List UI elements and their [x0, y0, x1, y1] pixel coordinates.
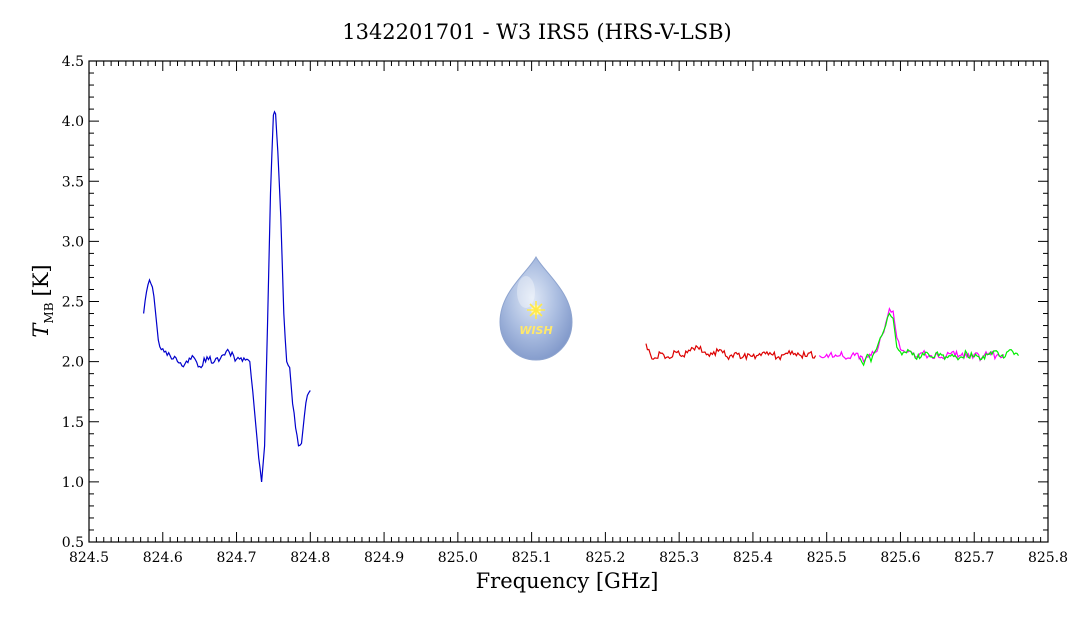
y-tick-label: 4.5 [62, 54, 84, 70]
y-tick-label: 2.0 [62, 355, 84, 371]
x-tick-label: 824.6 [143, 550, 183, 566]
y-axis-title-symbol: T [29, 322, 53, 338]
x-tick-label: 825.3 [659, 550, 699, 566]
x-tick-label: 825.0 [438, 550, 478, 566]
plot-frame [88, 60, 1049, 543]
y-axis-title-unit: [K] [29, 264, 53, 296]
x-tick-label: 824.8 [290, 550, 330, 566]
y-tick-label: 3.0 [62, 234, 84, 250]
y-tick-label: 1.0 [62, 475, 84, 491]
y-tick-label: 0.5 [62, 535, 84, 551]
x-axis: 824.5 824.6 824.7 824.8 824.9 825.0 825.1 825.2… [69, 61, 1068, 566]
x-tick-label: 825.5 [807, 550, 847, 566]
x-tick-label: 825.4 [733, 550, 773, 566]
y-tick-label: 2.5 [62, 295, 84, 311]
x-tick-label: 824.7 [216, 550, 256, 566]
y-axis-title-subscript: MB [42, 302, 56, 323]
x-tick-label: 825.6 [880, 550, 920, 566]
svg-text:TMB[K]: TMB [K] [29, 264, 56, 337]
x-tick-label: 824.5 [69, 550, 109, 566]
x-axis-title: Frequency [GHz] [476, 569, 659, 593]
wish-logo-text: WISH [519, 324, 552, 337]
series-line-4 [859, 312, 1019, 367]
star-icon [527, 301, 545, 319]
chart-title: 1342201701 - W3 IRS5 (HRS-V-LSB) [342, 20, 732, 44]
wish-logo: WISH [499, 255, 573, 361]
series-group [143, 110, 1019, 482]
x-tick-label: 825.1 [512, 550, 552, 566]
y-tick-label: 3.5 [62, 174, 84, 190]
y-axis-title: TMB [K] [29, 264, 56, 337]
y-axis: 0.5 1.0 1.5 2.0 2.5 3.0 3.5 4.0 4.5 [62, 54, 1048, 551]
series-line-1 [143, 110, 311, 482]
y-tick-label: 1.5 [62, 415, 84, 431]
x-tick-label: 825.2 [585, 550, 625, 566]
x-tick-label: 825.7 [954, 550, 994, 566]
x-tick-label: 825.8 [1028, 550, 1068, 566]
series-line-2 [645, 343, 817, 362]
x-tick-label: 824.9 [364, 550, 404, 566]
y-tick-label: 4.0 [62, 114, 84, 130]
